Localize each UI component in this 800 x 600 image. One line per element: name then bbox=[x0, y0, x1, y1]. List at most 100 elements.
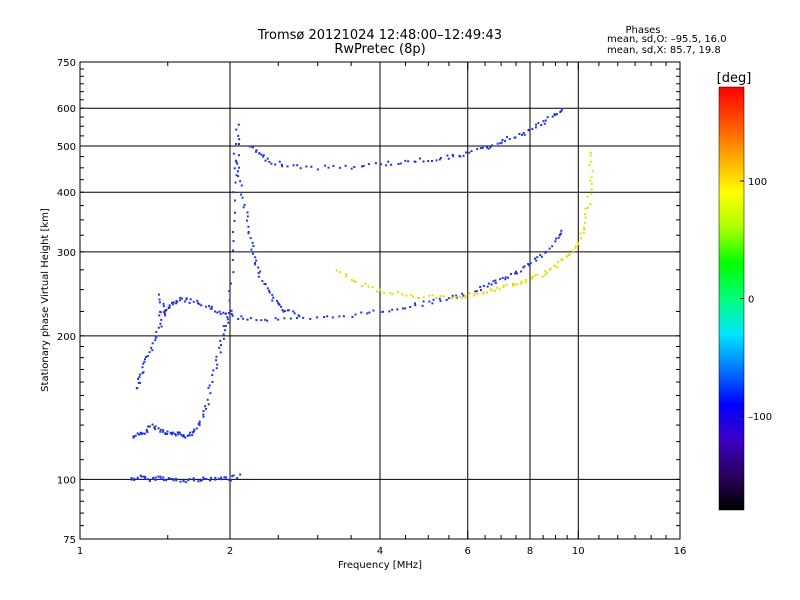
data-point bbox=[286, 309, 289, 312]
data-point bbox=[231, 314, 234, 317]
data-point bbox=[146, 354, 149, 357]
data-point bbox=[561, 259, 564, 262]
data-point bbox=[174, 433, 177, 436]
data-points bbox=[130, 107, 594, 484]
data-point bbox=[233, 167, 236, 170]
data-point bbox=[560, 232, 563, 235]
data-point bbox=[465, 295, 468, 298]
data-point bbox=[554, 264, 557, 267]
data-point bbox=[272, 296, 275, 299]
data-point bbox=[179, 296, 182, 299]
data-point bbox=[229, 282, 232, 285]
data-point bbox=[145, 429, 148, 432]
data-point bbox=[210, 476, 213, 479]
data-point bbox=[249, 237, 252, 240]
data-point bbox=[188, 301, 191, 304]
data-point bbox=[235, 128, 238, 131]
data-point bbox=[257, 275, 260, 278]
data-point bbox=[419, 157, 422, 160]
data-point bbox=[536, 256, 539, 259]
data-point bbox=[179, 480, 182, 483]
x-tick-label: 6 bbox=[465, 546, 471, 557]
data-point bbox=[240, 193, 243, 196]
data-point bbox=[137, 381, 140, 384]
data-point bbox=[411, 295, 414, 298]
data-point bbox=[404, 307, 407, 310]
data-point bbox=[310, 165, 313, 168]
data-point bbox=[246, 215, 249, 218]
data-point bbox=[154, 428, 157, 431]
data-point bbox=[299, 167, 302, 170]
data-point bbox=[554, 240, 557, 243]
data-point bbox=[435, 296, 438, 299]
data-point bbox=[250, 248, 253, 251]
data-point bbox=[297, 314, 300, 317]
x-axis-label: Frequency [MHz] bbox=[338, 560, 422, 571]
data-point bbox=[427, 159, 430, 162]
data-point bbox=[162, 302, 165, 305]
data-point bbox=[568, 254, 571, 257]
data-point bbox=[225, 476, 228, 479]
y-tick-label: 500 bbox=[57, 142, 76, 153]
data-point bbox=[438, 158, 441, 161]
data-point bbox=[232, 474, 235, 477]
data-point bbox=[219, 312, 222, 315]
data-point bbox=[196, 302, 199, 305]
data-point bbox=[382, 310, 385, 313]
data-point bbox=[144, 475, 147, 478]
data-point bbox=[182, 480, 185, 483]
data-point bbox=[151, 423, 154, 426]
data-point bbox=[159, 477, 162, 480]
data-point bbox=[226, 318, 229, 321]
data-point bbox=[255, 319, 258, 322]
data-point bbox=[231, 475, 234, 478]
data-point bbox=[345, 273, 348, 276]
data-point bbox=[535, 123, 538, 126]
data-point bbox=[590, 188, 593, 191]
data-point bbox=[136, 476, 139, 479]
data-point bbox=[183, 300, 186, 303]
data-point bbox=[207, 403, 210, 406]
data-point bbox=[153, 426, 156, 429]
data-point bbox=[159, 428, 162, 431]
data-point bbox=[240, 184, 243, 187]
data-point bbox=[399, 162, 402, 165]
data-point bbox=[193, 428, 196, 431]
data-point bbox=[154, 478, 157, 481]
data-point bbox=[589, 154, 592, 157]
y-axis-label: Stationary phase Virtual Height [km] bbox=[40, 208, 51, 392]
data-point bbox=[549, 267, 552, 270]
data-point bbox=[512, 283, 515, 286]
data-point bbox=[543, 122, 546, 125]
data-point bbox=[160, 318, 163, 321]
y-axis-ticks: 75 100 200 300 400 500 600 750 bbox=[57, 58, 680, 546]
data-point bbox=[198, 421, 201, 424]
data-point bbox=[184, 481, 187, 484]
data-point bbox=[385, 164, 388, 167]
data-point bbox=[499, 142, 502, 145]
data-point bbox=[138, 373, 141, 376]
data-point bbox=[479, 147, 482, 150]
data-point bbox=[350, 279, 353, 282]
data-point bbox=[414, 160, 417, 163]
data-point bbox=[157, 427, 160, 430]
data-point bbox=[228, 299, 231, 302]
data-point bbox=[277, 301, 280, 304]
chart-title: Tromsø 20121024 12:48:00–12:49:43 bbox=[257, 28, 502, 43]
data-point bbox=[245, 219, 248, 222]
data-point bbox=[326, 315, 329, 318]
data-point bbox=[555, 237, 558, 240]
data-point bbox=[335, 269, 338, 272]
data-point bbox=[383, 292, 386, 295]
data-point bbox=[561, 107, 564, 110]
data-point bbox=[246, 211, 249, 214]
data-point bbox=[428, 294, 431, 297]
data-point bbox=[246, 318, 249, 321]
data-point bbox=[274, 163, 277, 166]
y-tick-label: 75 bbox=[63, 535, 76, 546]
data-point bbox=[405, 294, 408, 297]
stats-line-o: mean, sd,O: –95.5, 16.0 bbox=[607, 34, 727, 45]
data-point bbox=[199, 479, 202, 482]
data-point bbox=[295, 317, 298, 320]
data-point bbox=[590, 192, 593, 195]
